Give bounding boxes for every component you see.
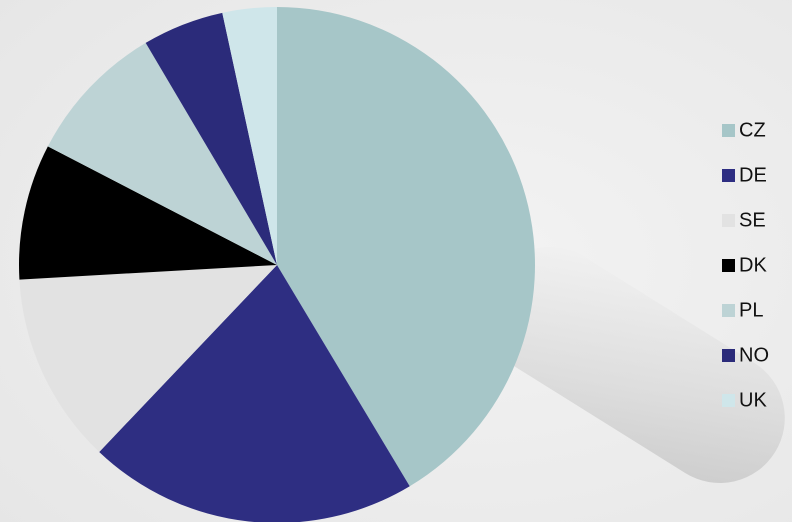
- legend-swatch: [722, 304, 735, 317]
- legend-swatch: [722, 349, 735, 362]
- pie-slice: [19, 265, 277, 452]
- legend-swatch: [722, 214, 735, 227]
- pie-slice: [145, 12, 277, 266]
- legend-swatch: [722, 394, 735, 407]
- pie-slice: [222, 7, 277, 265]
- pie: [19, 7, 535, 522]
- pie-slice: [47, 42, 278, 265]
- pie-slice: [277, 7, 535, 487]
- legend-label: PL: [739, 299, 763, 321]
- legend-label: DK: [739, 254, 767, 276]
- legend-swatch: [722, 259, 735, 272]
- legend-label: UK: [739, 389, 767, 411]
- legend: CZ DE SE DK PL NO UK: [722, 119, 769, 411]
- pill-image: [485, 247, 785, 483]
- legend-label: SE: [739, 209, 766, 231]
- pie-slice: [99, 265, 410, 522]
- legend-label: NO: [739, 344, 769, 366]
- legend-label: CZ: [739, 119, 766, 141]
- legend-label: DE: [739, 164, 767, 186]
- legend-swatch: [722, 124, 735, 137]
- pie-slice: [19, 146, 278, 280]
- legend-swatch: [722, 169, 735, 182]
